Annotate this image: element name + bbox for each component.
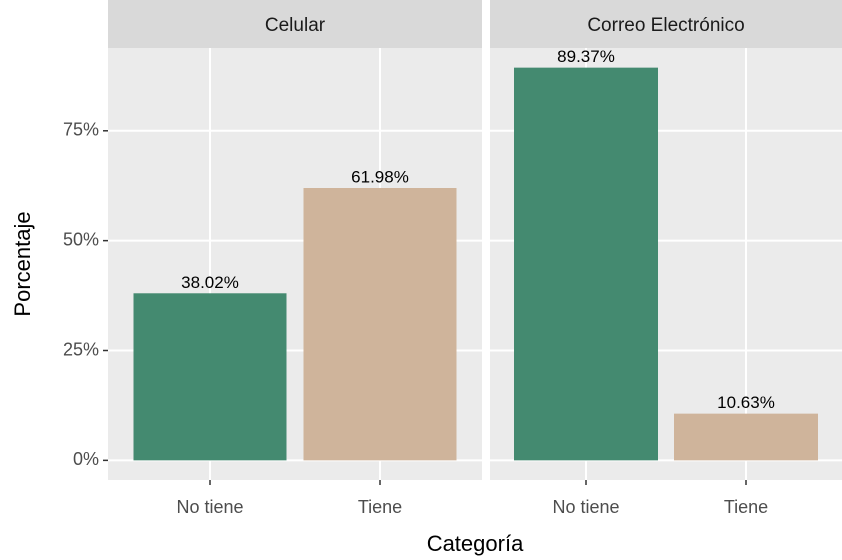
strip [108, 0, 482, 48]
x-tick-label: No tiene [552, 497, 619, 517]
facet-title: Celular [265, 15, 326, 36]
value-label: 89.37% [557, 47, 615, 66]
bar [674, 413, 818, 461]
bar [514, 67, 658, 461]
y-tick-label: 0% [73, 449, 99, 469]
y-tick-label: 75% [63, 120, 99, 140]
value-label: 38.02% [181, 273, 239, 292]
bar [303, 188, 457, 461]
facet-title: Correo Electrónico [587, 15, 744, 36]
x-axis-title: Categoría [427, 531, 524, 556]
y-tick-label: 50% [63, 229, 99, 249]
x-tick-label: Tiene [724, 497, 768, 517]
value-label: 61.98% [351, 167, 409, 186]
x-tick-label: Tiene [358, 497, 402, 517]
strip [490, 0, 842, 48]
bar [133, 293, 287, 461]
y-axis-title: Porcentaje [10, 211, 35, 316]
x-tick-label: No tiene [176, 497, 243, 517]
value-label: 10.63% [717, 393, 775, 412]
y-tick-label: 25% [63, 339, 99, 359]
